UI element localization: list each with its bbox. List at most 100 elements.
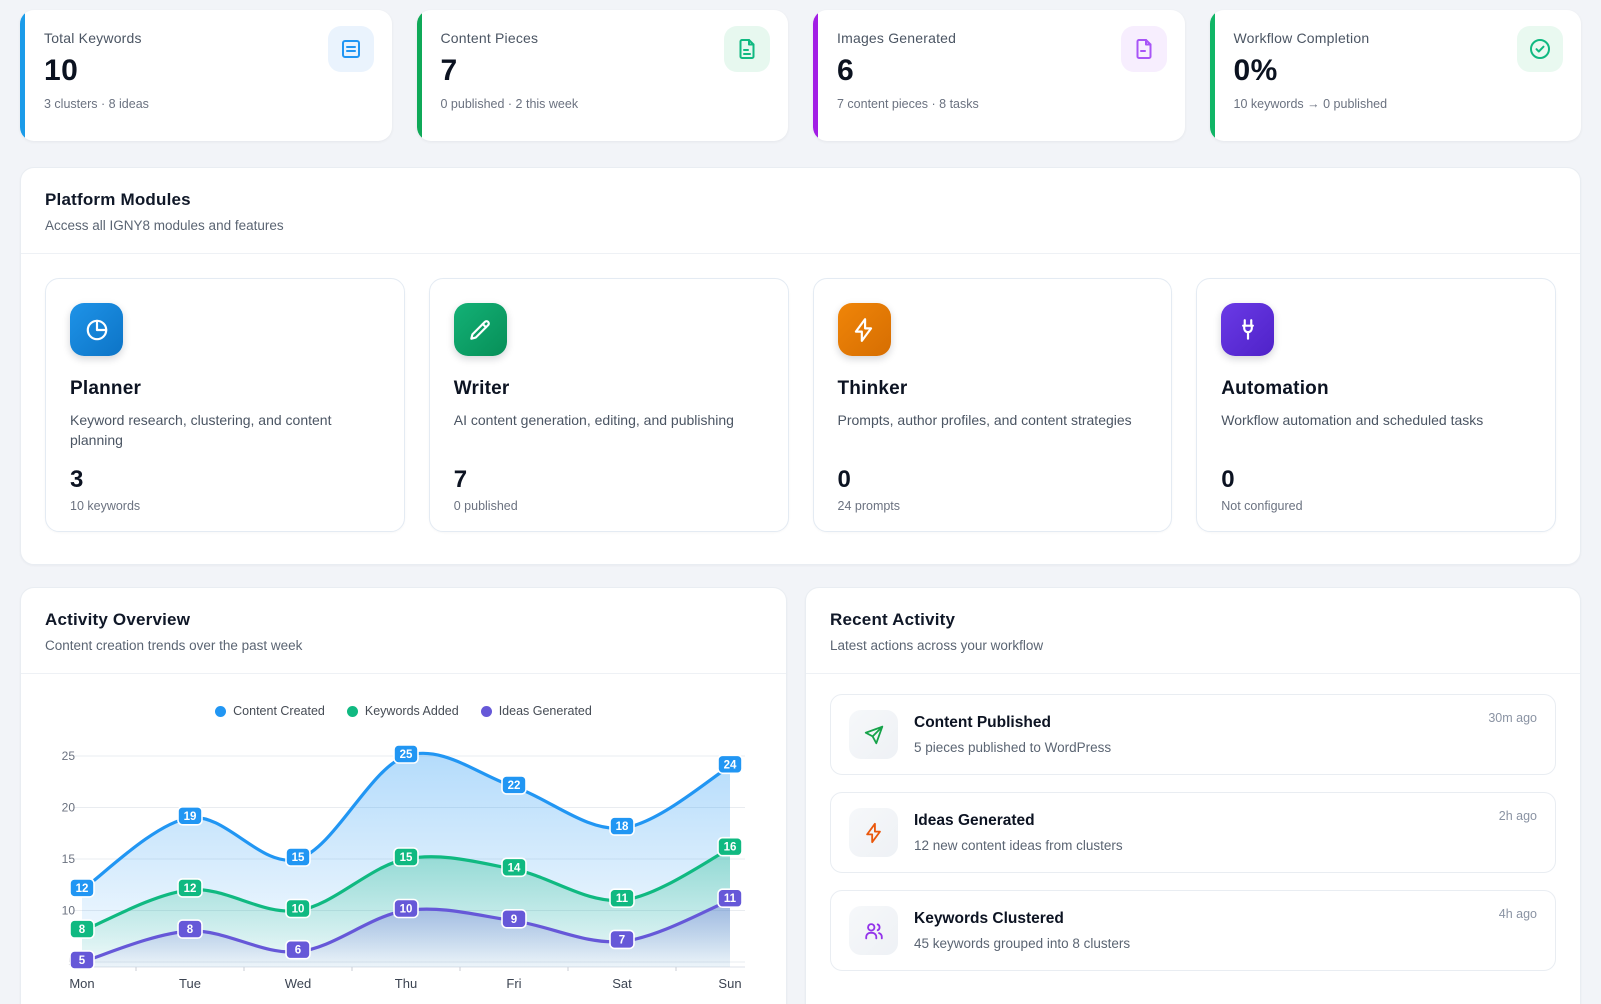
svg-text:20: 20 bbox=[62, 801, 76, 815]
module-sub: 24 prompts bbox=[837, 499, 901, 513]
stat-label: Total Keywords bbox=[44, 30, 142, 46]
stat-sub: 0 published · 2 this week bbox=[440, 97, 579, 111]
plug-icon bbox=[1221, 303, 1275, 356]
activity-description: 45 keywords grouped into 8 clusters bbox=[914, 936, 1131, 951]
stat-sub: 7 content pieces · 8 tasks bbox=[837, 97, 979, 111]
module-description: Workflow automation and scheduled tasks bbox=[1221, 412, 1484, 428]
svg-text:14: 14 bbox=[508, 862, 521, 874]
stat-label: Workflow Completion bbox=[1233, 30, 1370, 46]
section-title: Recent Activity bbox=[830, 610, 956, 629]
svg-text:8: 8 bbox=[79, 924, 86, 936]
stat-value: 0% bbox=[1233, 54, 1278, 87]
chart-body: Content Created Keywords Added Ideas Gener… bbox=[21, 674, 786, 1004]
activity-item-content-published[interactable]: Content Published 5 pieces published to … bbox=[830, 694, 1556, 775]
svg-text:19: 19 bbox=[184, 811, 197, 823]
svg-text:15: 15 bbox=[400, 852, 413, 864]
stat-card-total-keywords: Total Keywords 10 3 clusters · 8 ideas bbox=[20, 10, 392, 141]
recent-activity-list: Content Published 5 pieces published to … bbox=[806, 674, 1580, 991]
legend-item[interactable]: Content Created bbox=[215, 704, 325, 718]
svg-text:10: 10 bbox=[292, 904, 305, 916]
svg-text:8: 8 bbox=[187, 924, 194, 936]
section-title: Activity Overview bbox=[45, 610, 191, 629]
module-card-automation[interactable]: Automation Workflow automation and sched… bbox=[1196, 278, 1556, 532]
legend-item[interactable]: Keywords Added bbox=[346, 704, 459, 718]
activity-overview-panel: Activity Overview Content creation trend… bbox=[20, 587, 787, 1004]
stat-sub: 10 keywords → 0 published bbox=[1233, 97, 1388, 111]
svg-text:22: 22 bbox=[508, 780, 521, 792]
svg-text:18: 18 bbox=[616, 821, 629, 833]
users-icon bbox=[849, 906, 898, 955]
platform-modules-panel: Platform Modules Access all IGNY8 module… bbox=[20, 167, 1581, 565]
svg-text:6: 6 bbox=[295, 945, 301, 957]
module-value: 7 bbox=[453, 466, 468, 493]
module-card-planner[interactable]: Planner Keyword research, clustering, an… bbox=[45, 278, 405, 532]
stat-sub: 3 clusters · 8 ideas bbox=[44, 97, 149, 111]
module-value: 0 bbox=[1221, 466, 1235, 493]
activity-timestamp: 30m ago bbox=[1488, 711, 1537, 725]
zap-icon bbox=[849, 808, 898, 857]
activity-description: 12 new content ideas from clusters bbox=[914, 838, 1123, 853]
stat-value: 7 bbox=[440, 54, 458, 87]
list-icon bbox=[327, 26, 374, 72]
stats-row: Total Keywords 10 3 clusters · 8 ideas C… bbox=[20, 10, 1581, 141]
module-value: 3 bbox=[70, 466, 84, 493]
module-description: Keyword research, clustering, and conten… bbox=[70, 412, 332, 449]
svg-text:Sun: Sun bbox=[718, 976, 741, 991]
platform-modules-header: Platform Modules Access all IGNY8 module… bbox=[21, 168, 1580, 254]
activity-item-keywords-clustered[interactable]: Keywords Clustered 45 keywords grouped i… bbox=[830, 890, 1556, 971]
svg-text:25: 25 bbox=[400, 749, 413, 761]
pie-chart-icon bbox=[70, 303, 123, 356]
svg-text:16: 16 bbox=[724, 842, 737, 854]
activity-timestamp: 4h ago bbox=[1498, 907, 1537, 921]
section-subtitle: Access all IGNY8 modules and features bbox=[45, 218, 284, 233]
module-name: Planner bbox=[70, 378, 142, 399]
svg-text:Thu: Thu bbox=[395, 976, 417, 991]
svg-text:5: 5 bbox=[79, 955, 86, 967]
module-description: AI content generation, editing, and publ… bbox=[453, 412, 734, 428]
svg-text:10: 10 bbox=[400, 904, 413, 916]
bottom-row: Activity Overview Content creation trend… bbox=[20, 587, 1581, 1004]
activity-text: Keywords Clustered 45 keywords grouped i… bbox=[914, 910, 1130, 951]
svg-text:9: 9 bbox=[511, 914, 517, 926]
stat-label: Content Pieces bbox=[440, 30, 539, 46]
stat-card-workflow-completion: Workflow Completion 0% 10 keywords → 0 p… bbox=[1209, 10, 1581, 141]
svg-text:Wed: Wed bbox=[285, 976, 312, 991]
module-card-writer[interactable]: Writer AI content generation, editing, a… bbox=[428, 278, 789, 532]
activity-item-ideas-generated[interactable]: Ideas Generated 12 new content ideas fro… bbox=[830, 792, 1556, 873]
activity-title: Keywords Clustered bbox=[914, 910, 1064, 927]
file-text-icon bbox=[724, 26, 770, 72]
stat-value: 10 bbox=[44, 54, 79, 87]
svg-text:25: 25 bbox=[62, 749, 76, 763]
module-name: Automation bbox=[1221, 378, 1329, 399]
module-card-thinker[interactable]: Thinker Prompts, author profiles, and co… bbox=[812, 278, 1173, 532]
svg-text:11: 11 bbox=[724, 893, 737, 905]
activity-text: Ideas Generated 12 new content ideas fro… bbox=[914, 812, 1123, 853]
activity-title: Ideas Generated bbox=[914, 812, 1035, 829]
svg-text:11: 11 bbox=[616, 893, 629, 905]
svg-text:Mon: Mon bbox=[69, 976, 94, 991]
module-name: Thinker bbox=[837, 378, 908, 399]
legend-item[interactable]: Ideas Generated bbox=[480, 704, 592, 718]
legend-label: Content Created bbox=[233, 704, 325, 718]
svg-text:7: 7 bbox=[619, 934, 625, 946]
activity-overview-header: Activity Overview Content creation trend… bbox=[21, 588, 786, 674]
activity-text: Content Published 5 pieces published to … bbox=[914, 714, 1111, 755]
svg-text:Sat: Sat bbox=[612, 976, 632, 991]
svg-text:Fri: Fri bbox=[506, 976, 521, 991]
svg-text:15: 15 bbox=[62, 852, 76, 866]
svg-text:12: 12 bbox=[76, 883, 89, 895]
module-name: Writer bbox=[453, 378, 510, 399]
module-sub: 10 keywords bbox=[70, 499, 141, 513]
section-title: Platform Modules bbox=[45, 190, 191, 209]
svg-text:10: 10 bbox=[62, 904, 76, 918]
send-icon bbox=[849, 710, 898, 759]
stat-label: Images Generated bbox=[837, 30, 957, 46]
activity-description: 5 pieces published to WordPress bbox=[914, 740, 1112, 755]
activity-timestamp: 2h ago bbox=[1498, 809, 1537, 823]
legend-dot bbox=[480, 705, 492, 717]
svg-text:15: 15 bbox=[292, 852, 305, 864]
legend-label: Ideas Generated bbox=[498, 704, 592, 718]
module-sub: 0 published bbox=[453, 499, 518, 513]
section-subtitle: Content creation trends over the past we… bbox=[45, 638, 303, 653]
